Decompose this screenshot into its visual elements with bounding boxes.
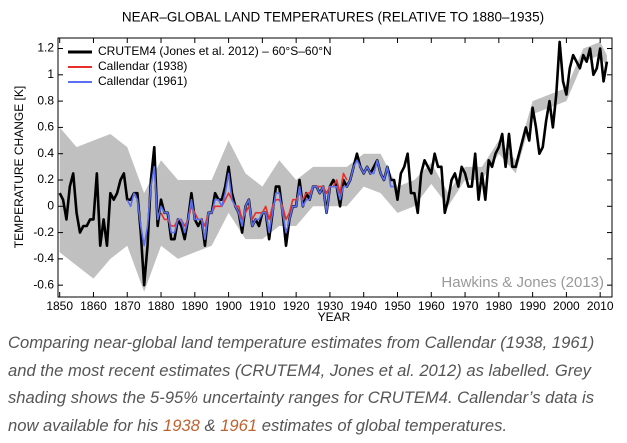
x-tick-label: 1980 <box>485 299 512 313</box>
x-tick-label: 1910 <box>249 299 276 313</box>
x-tick-label: 1850 <box>46 299 73 313</box>
x-axis-label: YEAR <box>318 310 351 324</box>
x-tick-label: 1970 <box>452 299 479 313</box>
caption: Comparing near-global land temperature e… <box>8 329 622 439</box>
chart-title: NEAR–GLOBAL LAND TEMPERATURES (RELATIVE … <box>122 10 544 25</box>
link-1938[interactable]: 1938 <box>162 415 200 435</box>
annotation: Hawkins & Jones (2013) <box>441 274 604 291</box>
x-tick-label: 1870 <box>114 299 141 313</box>
chart: NEAR–GLOBAL LAND TEMPERATURES (RELATIVE … <box>12 10 614 325</box>
y-tick-label: 0.6 <box>37 120 54 134</box>
x-tick-label: 1950 <box>384 299 411 313</box>
y-tick-label: 1.2 <box>37 41 54 55</box>
uncertainty-band <box>59 41 607 292</box>
x-tick-label: 1940 <box>350 299 377 313</box>
x-tick-label: 1990 <box>519 299 546 313</box>
x-tick-label: 1920 <box>283 299 310 313</box>
x-tick-label: 1900 <box>215 299 242 313</box>
y-tick-label: 0.8 <box>37 93 54 107</box>
link-1961[interactable]: 1961 <box>220 415 258 435</box>
y-tick-label: 0.4 <box>37 146 54 160</box>
x-tick-label: 2000 <box>553 299 580 313</box>
y-tick-label: -0.4 <box>33 251 54 265</box>
y-tick-label: -0.2 <box>33 225 54 239</box>
x-tick-label: 1880 <box>148 299 175 313</box>
legend-label: Callendar (1961) <box>98 74 187 88</box>
caption-ending: estimates of global temperatures. <box>257 415 508 435</box>
x-tick-label: 1890 <box>181 299 208 313</box>
series-line <box>126 159 395 247</box>
x-tick-label: 1930 <box>317 299 344 313</box>
legend-label: Callendar (1938) <box>98 59 187 73</box>
y-tick-label: 0.2 <box>37 172 54 186</box>
series-line <box>58 40 609 287</box>
y-tick-label: 0 <box>47 198 54 212</box>
caption-text: Comparing near-global land temperature e… <box>8 333 595 435</box>
y-tick-label: -0.6 <box>33 277 54 291</box>
y-tick-label: 1 <box>47 67 54 81</box>
x-tick-label: 1960 <box>418 299 445 313</box>
legend-label: CRUTEM4 (Jones et al. 2012) – 60°S–60°N <box>98 44 332 58</box>
x-tick-label: 2010 <box>587 299 614 313</box>
y-axis-label: TEMPERATURE CHANGE [K] <box>12 86 26 248</box>
x-tick-label: 1860 <box>80 299 107 313</box>
plot-frame <box>57 37 613 298</box>
caption-joiner: & <box>199 415 221 435</box>
